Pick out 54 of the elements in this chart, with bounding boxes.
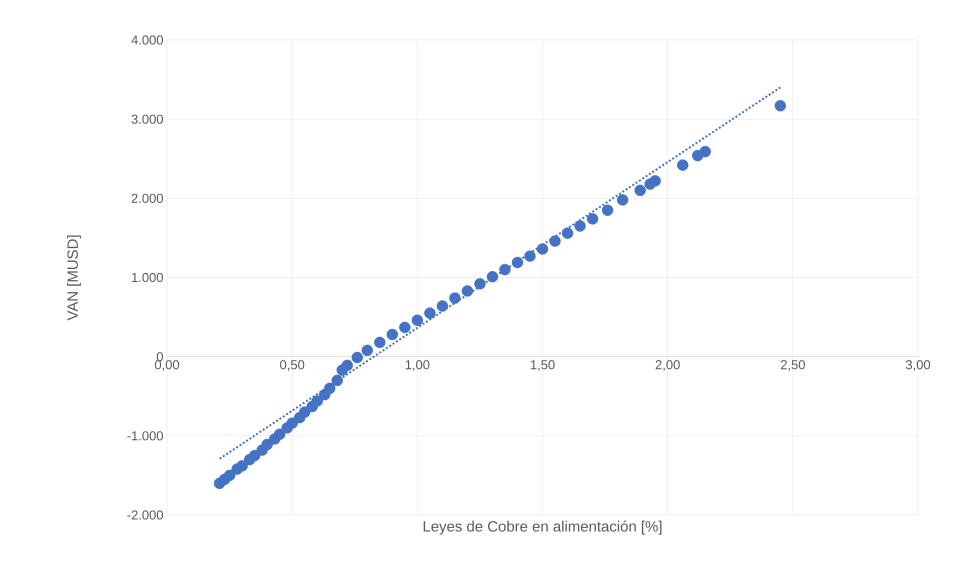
y-tick-label: -2.000 [127, 510, 163, 520]
y-axis-title: VAN [MUSD] [66, 236, 81, 320]
y-tick-label: 1.000 [132, 272, 163, 282]
y-tick-label: -1.000 [127, 431, 163, 440]
point [586, 213, 598, 225]
point [449, 292, 461, 304]
point [424, 307, 436, 319]
point [524, 250, 536, 262]
point [536, 243, 548, 255]
point [274, 428, 286, 440]
point [312, 395, 323, 407]
point [512, 256, 524, 268]
y-tick-label: 0 [156, 352, 163, 362]
point [261, 438, 273, 450]
x-tick-label: 2,00 [656, 360, 680, 371]
point [332, 374, 343, 386]
point [224, 470, 236, 482]
point [436, 300, 448, 312]
point [649, 175, 661, 187]
y-tick-label: 2.000 [132, 194, 163, 203]
point [676, 159, 688, 171]
point [602, 204, 614, 216]
point [412, 314, 424, 326]
y-tick-label: 3.000 [132, 114, 163, 124]
point [499, 264, 511, 276]
x-tick-label: 1,00 [406, 360, 430, 371]
point [700, 146, 711, 158]
point [286, 417, 298, 429]
point [324, 382, 336, 394]
point [562, 227, 574, 239]
point [486, 270, 498, 282]
point [399, 322, 411, 334]
point [298, 406, 310, 418]
point [462, 285, 474, 297]
point [616, 194, 628, 206]
x-axis-title: Leyes de Cobre en alimentación [%] [424, 520, 662, 535]
point [634, 184, 646, 196]
point [574, 220, 586, 232]
y-tick-label: 4.000 [131, 35, 163, 45]
point [352, 352, 363, 364]
x-tick-label: 0,50 [280, 360, 304, 371]
x-tick-label: 2,50 [780, 360, 805, 371]
point [236, 460, 248, 472]
x-tick-label: 3,00 [906, 360, 930, 371]
point [248, 450, 260, 462]
point [362, 344, 373, 356]
point [474, 278, 486, 290]
point [774, 100, 786, 112]
point [342, 360, 353, 372]
point [549, 235, 561, 247]
x-tick-label: 0,00 [154, 360, 180, 371]
point [386, 328, 398, 340]
point [374, 336, 386, 348]
x-tick-label: 1,50 [530, 360, 555, 371]
